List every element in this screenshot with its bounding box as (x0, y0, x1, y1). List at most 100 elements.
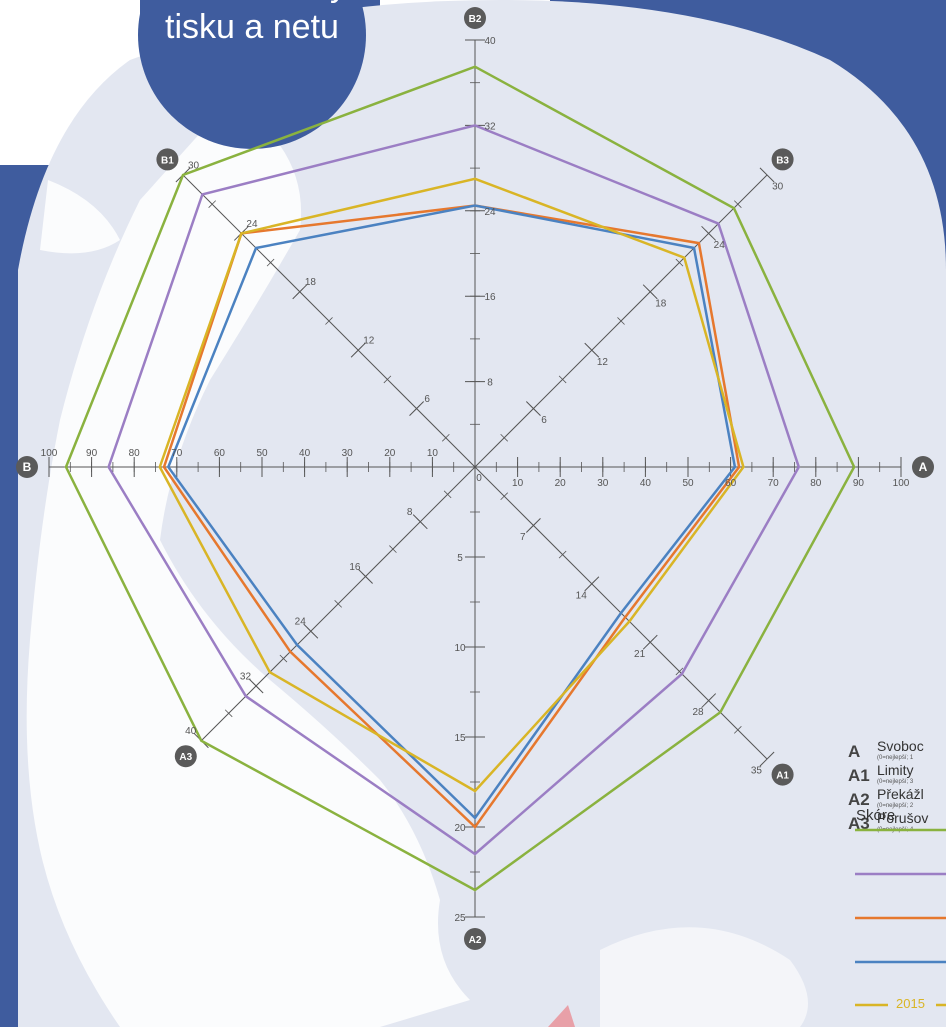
axis-major-tick-B1 (292, 284, 308, 300)
axis-badge-label-B: B (23, 460, 32, 474)
axis-badge-B3 (771, 148, 794, 171)
title-line1-partial: y (330, 0, 347, 4)
tick-label-B: 90 (86, 448, 98, 459)
axis-major-tick-A1 (701, 693, 717, 709)
axis-minor-tick-B3 (617, 317, 625, 325)
tick-label-A: 100 (893, 478, 910, 489)
tick-label-A2: 10 (454, 643, 466, 654)
tick-label-B: 70 (171, 448, 183, 459)
map-silhouette (26, 100, 808, 1027)
tick-label-A: 30 (597, 478, 609, 489)
axis-minor-tick-B1 (266, 258, 275, 267)
tick-label-B1: 24 (246, 219, 258, 230)
radar-labels: 10 20 30 40 50 60 70 80 90 100 0 A 7 14 21 28 35 A1 5 10 15 2… (16, 7, 934, 950)
legend-note-A2: (0=nejlepší; 2 (877, 803, 914, 809)
tick-label-A3: 40 (185, 726, 197, 737)
axis-major-tick-A3 (303, 623, 319, 639)
tick-label-B1: 6 (424, 394, 430, 405)
title-bubble (138, 0, 366, 149)
legend-label-A2: Překážl (877, 786, 924, 802)
tick-label-zero: 0 (476, 473, 482, 484)
tick-label-A2: 20 (454, 823, 466, 834)
axis-major-tick-B3 (759, 167, 775, 183)
legend-label-A3: Porušov (877, 810, 928, 826)
axis-minor-tick-A3 (389, 545, 397, 553)
tick-label-B2: 24 (484, 207, 496, 218)
axis-badge-label-B1: B1 (161, 155, 174, 166)
axis-badge-label-A3: A3 (179, 752, 192, 763)
legend-year-2015: 2015 (896, 996, 925, 1011)
tick-label-A: 70 (768, 478, 780, 489)
legend-code-A3: A3 (848, 814, 870, 833)
axis-minor-tick-B1 (441, 433, 450, 442)
tick-label-A3: 24 (295, 617, 307, 628)
axis-major-tick-A1 (525, 517, 541, 533)
axis-major-tick-A3 (412, 514, 428, 530)
axis-major-tick-B3 (701, 225, 717, 241)
axis-badge-label-A1: A1 (776, 771, 789, 782)
series-polygon-series-1 (64, 65, 856, 892)
axis-minor-tick-A1 (558, 550, 567, 559)
series-polygon-series-3 (162, 204, 741, 829)
legend-code-A: A (848, 742, 860, 761)
legend-panel (842, 725, 946, 1027)
tick-label-A: 80 (810, 478, 822, 489)
tick-label-B3: 18 (655, 298, 667, 309)
tick-label-A3: 32 (240, 671, 252, 682)
axis-badge-A (912, 456, 934, 478)
tick-label-B: 30 (342, 448, 354, 459)
tick-label-B: 50 (256, 448, 268, 459)
axis-minor-tick-A1 (500, 492, 509, 501)
tick-label-B3: 12 (597, 357, 609, 368)
legend-score-label: Skóre (856, 807, 895, 824)
axis-minor-tick-A3 (443, 490, 452, 499)
tick-label-A1: 28 (692, 707, 704, 718)
series-polygon-2015 (158, 177, 745, 793)
axis-badge-A1 (771, 763, 794, 786)
axis-minor-tick-A3 (334, 600, 342, 608)
axis-badge-label-B3: B3 (776, 155, 789, 166)
axis-minor-tick-B1 (208, 200, 216, 208)
tick-label-B1: 30 (188, 160, 200, 171)
axis-badge-B1 (156, 148, 179, 171)
legend-note-A1: (0=nejlepší; 3 (877, 779, 914, 785)
tick-label-B2: 16 (484, 292, 496, 303)
legend: A Svoboc(0=nejlepší; 1A1 Limity(0=nejlepší… (842, 725, 946, 1027)
axis-minor-tick-B1 (383, 375, 392, 384)
legend-code-A2: A2 (848, 790, 870, 809)
axis-minor-tick-B3 (675, 258, 684, 267)
tick-label-B3: 6 (541, 415, 547, 426)
tick-label-A: 40 (640, 478, 652, 489)
tick-label-A2: 15 (454, 733, 466, 744)
tick-label-B: 40 (299, 448, 311, 459)
axis-minor-tick-A1 (734, 726, 742, 734)
tick-label-A1: 14 (576, 590, 588, 601)
tick-label-B2: 8 (487, 378, 493, 389)
radar-series (64, 65, 856, 892)
tick-label-B: 60 (214, 448, 226, 459)
tick-label-B: 10 (427, 448, 439, 459)
axis-minor-tick-A3 (279, 654, 288, 663)
axis-minor-tick-B3 (734, 200, 742, 208)
axis-major-tick-B3 (525, 401, 541, 417)
tick-label-B1: 12 (363, 336, 375, 347)
axis-minor-tick-A3 (224, 709, 233, 718)
tick-label-B1: 18 (305, 277, 317, 288)
tick-label-B2: 32 (484, 121, 496, 132)
axis-major-tick-A1 (584, 576, 600, 592)
axis-major-tick-B3 (642, 284, 658, 300)
axis-minor-tick-A1 (675, 667, 684, 676)
axis-major-tick-B1 (350, 342, 366, 358)
tick-label-A: 20 (555, 478, 567, 489)
tick-label-A: 60 (725, 478, 737, 489)
red-accent-shape (548, 1005, 575, 1027)
axis-major-tick-B1 (409, 401, 425, 417)
tick-label-A: 50 (682, 478, 694, 489)
axis-major-tick-A3 (358, 569, 373, 584)
series-polygon-series-2 (107, 124, 801, 856)
axis-badge-B (16, 456, 38, 478)
tick-label-B: 100 (41, 448, 58, 459)
legend-code-A1: A1 (848, 766, 870, 785)
tick-label-B: 20 (384, 448, 396, 459)
